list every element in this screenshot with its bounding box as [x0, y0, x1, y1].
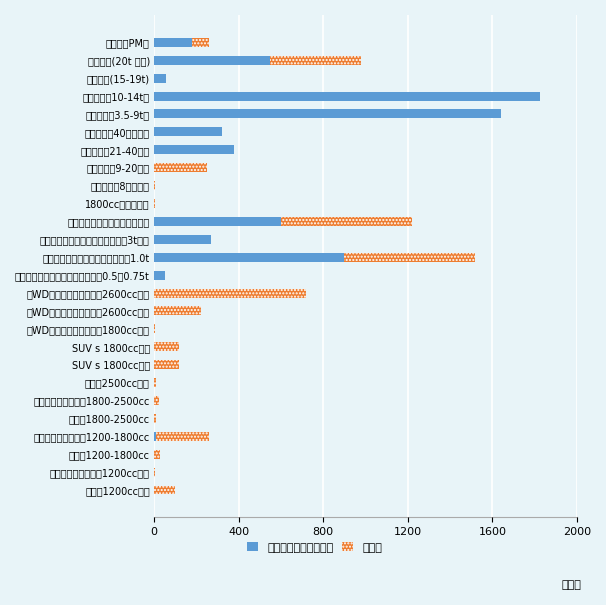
Bar	[281, 217, 412, 226]
Bar	[154, 128, 222, 136]
Text: （台）: （台）	[562, 580, 582, 590]
Bar	[154, 289, 306, 298]
Bar	[154, 450, 161, 459]
Bar	[154, 342, 179, 352]
Bar	[154, 145, 235, 154]
Bar	[154, 432, 156, 441]
Bar	[154, 38, 192, 47]
Bar	[154, 378, 156, 387]
Bar	[154, 181, 155, 190]
Bar	[154, 74, 165, 83]
Bar	[270, 56, 361, 65]
Bar	[156, 432, 209, 441]
Bar	[154, 324, 155, 333]
Bar	[154, 56, 270, 65]
Bar	[154, 199, 155, 208]
Bar	[154, 235, 211, 244]
Bar	[154, 270, 165, 280]
Bar	[154, 91, 540, 100]
Bar	[154, 253, 344, 262]
Bar	[154, 217, 281, 226]
Bar	[154, 360, 179, 369]
Legend: セミ・ノックダウン車, 完成車: セミ・ノックダウン車, 完成車	[243, 538, 387, 557]
Bar	[154, 486, 175, 494]
Bar	[344, 253, 476, 262]
Bar	[154, 307, 201, 315]
Bar	[192, 38, 209, 47]
Bar	[154, 396, 159, 405]
Bar	[154, 110, 501, 119]
Bar	[154, 163, 207, 172]
Bar	[154, 414, 156, 423]
Bar	[154, 468, 155, 477]
